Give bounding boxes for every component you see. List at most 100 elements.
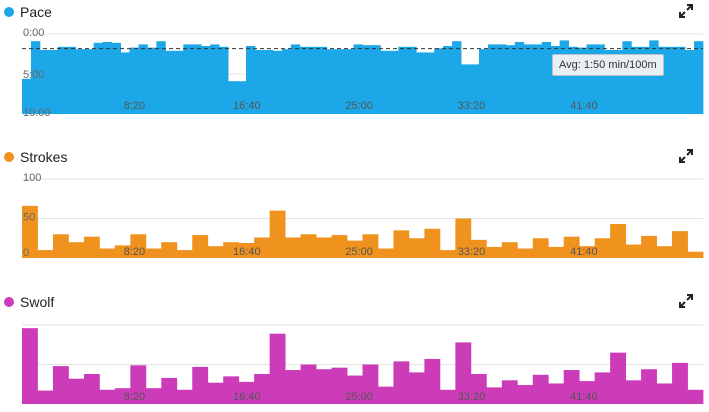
pace-bar-5 <box>66 46 77 114</box>
swolf-bar-32 <box>517 385 534 404</box>
pace-bar-20 <box>201 46 211 114</box>
pace-bar-1 <box>30 41 41 115</box>
pace-bar-56 <box>523 44 534 114</box>
pace-bar-63 <box>586 44 596 114</box>
expand-icon[interactable] <box>679 149 693 163</box>
pace-bar-59 <box>550 46 561 114</box>
swolf-panel: Swolf 8:20 16:40 25:00 33:20 41:40 <box>0 290 709 412</box>
strokes-bar-28 <box>455 218 472 258</box>
expand-icon[interactable] <box>679 294 693 308</box>
swolf-bar-20 <box>331 367 348 404</box>
swolf-bar-3 <box>68 378 85 404</box>
pace-bar-21 <box>210 44 220 114</box>
pace-bar-67 <box>622 41 632 115</box>
pace-bar-43 <box>407 46 417 114</box>
swolf-bar-33 <box>532 374 549 404</box>
pace-title-row: Pace <box>4 2 52 22</box>
swolf-bar-21 <box>347 375 363 404</box>
swolf-bar-25 <box>408 372 425 404</box>
swolf-bar-41 <box>656 383 673 404</box>
pace-bar-55 <box>514 42 525 114</box>
strokes-chart: 0 50 100 8:20 16:40 25:00 33:20 41:40 <box>22 172 704 259</box>
strokes-bar-17 <box>285 237 301 258</box>
swolf-title: Swolf <box>20 294 55 310</box>
swolf-bar-9 <box>161 377 178 404</box>
pace-bar-49 <box>461 64 471 114</box>
pace-panel: Pace 0:00 5:00 10:00 8:20 16:40 25:00 33:20 41:… <box>0 0 709 119</box>
pace-bar-29 <box>281 49 292 115</box>
strokes-bar-15 <box>254 237 271 258</box>
strokes-bar-32 <box>517 248 534 258</box>
pace-bar-24 <box>237 81 247 114</box>
strokes-bar-25 <box>408 238 425 258</box>
strokes-bar-4 <box>83 236 100 258</box>
expand-icon[interactable] <box>679 4 693 18</box>
strokes-title-row: Strokes <box>4 147 67 167</box>
pace-bar-7 <box>84 49 95 115</box>
pace-legend-dot <box>4 7 14 17</box>
pace-bar-50 <box>470 64 480 114</box>
pace-bar-75 <box>694 41 704 115</box>
strokes-x-tick-label: 41:40 <box>570 246 598 258</box>
strokes-bar-14 <box>238 242 255 258</box>
pace-bar-34 <box>326 49 337 115</box>
pace-x-tick-label: 41:40 <box>570 100 598 112</box>
swolf-bar-31 <box>501 380 518 404</box>
swolf-bar-27 <box>439 389 456 404</box>
strokes-bar-34 <box>548 246 565 258</box>
strokes-bar-13 <box>223 242 240 258</box>
pace-bar-62 <box>577 47 587 114</box>
swolf-x-tick-label: 8:20 <box>124 391 145 403</box>
pace-bar-26 <box>254 50 265 114</box>
strokes-bar-6 <box>114 245 131 258</box>
pace-bar-39 <box>371 45 381 115</box>
pace-bar-13 <box>138 44 148 114</box>
swolf-bar-6 <box>114 388 131 404</box>
swolf-bar-18 <box>300 364 317 404</box>
pace-bar-32 <box>308 46 319 114</box>
pace-bar-17 <box>174 50 184 114</box>
swolf-x-tick-label: 25:00 <box>345 391 373 403</box>
swolf-bar-7 <box>130 365 147 404</box>
pace-bar-22 <box>219 46 229 114</box>
swolf-bar-19 <box>316 369 332 404</box>
pace-bar-0 <box>22 78 32 114</box>
strokes-bar-43 <box>687 251 704 258</box>
pace-bar-53 <box>496 44 507 114</box>
swolf-bar-38 <box>610 352 627 404</box>
pace-bar-52 <box>487 44 498 114</box>
pace-bar-41 <box>389 50 399 114</box>
pace-bar-11 <box>120 52 130 114</box>
strokes-bar-10 <box>176 250 193 258</box>
pace-bar-14 <box>147 47 157 114</box>
pace-bar-58 <box>541 42 552 114</box>
pace-bar-48 <box>452 41 462 115</box>
swolf-bar-10 <box>176 389 193 404</box>
pace-bar-30 <box>290 44 301 114</box>
pace-bar-40 <box>380 50 390 114</box>
pace-x-tick-label: 33:20 <box>458 100 486 112</box>
pace-bar-54 <box>505 45 516 115</box>
swolf-bar-14 <box>238 381 255 404</box>
swolf-bar-37 <box>594 372 611 404</box>
strokes-bar-8 <box>145 248 162 258</box>
swolf-bar-43 <box>687 389 704 404</box>
swolf-bar-35 <box>563 370 580 404</box>
strokes-panel: Strokes 0 50 100 8:20 16:40 25:00 33:20 41:40 <box>0 145 709 265</box>
pace-y-tick-label: 10:00 <box>23 107 51 119</box>
pace-bar-64 <box>595 44 605 114</box>
swolf-bar-11 <box>192 366 209 404</box>
strokes-bar-21 <box>347 240 363 258</box>
strokes-y-tick-label: 0 <box>23 247 29 259</box>
pace-bar-35 <box>335 49 345 115</box>
swolf-bar-5 <box>99 389 116 404</box>
pace-bar-9 <box>102 42 112 114</box>
swolf-x-tick-label: 41:40 <box>570 391 598 403</box>
pace-bar-12 <box>129 47 139 114</box>
strokes-bar-7 <box>130 234 147 258</box>
pace-bar-15 <box>156 41 166 115</box>
strokes-bar-38 <box>610 224 627 258</box>
swolf-bar-39 <box>625 380 642 404</box>
swolf-x-tick-label: 33:20 <box>458 391 486 403</box>
swolf-bar-23 <box>377 386 394 404</box>
